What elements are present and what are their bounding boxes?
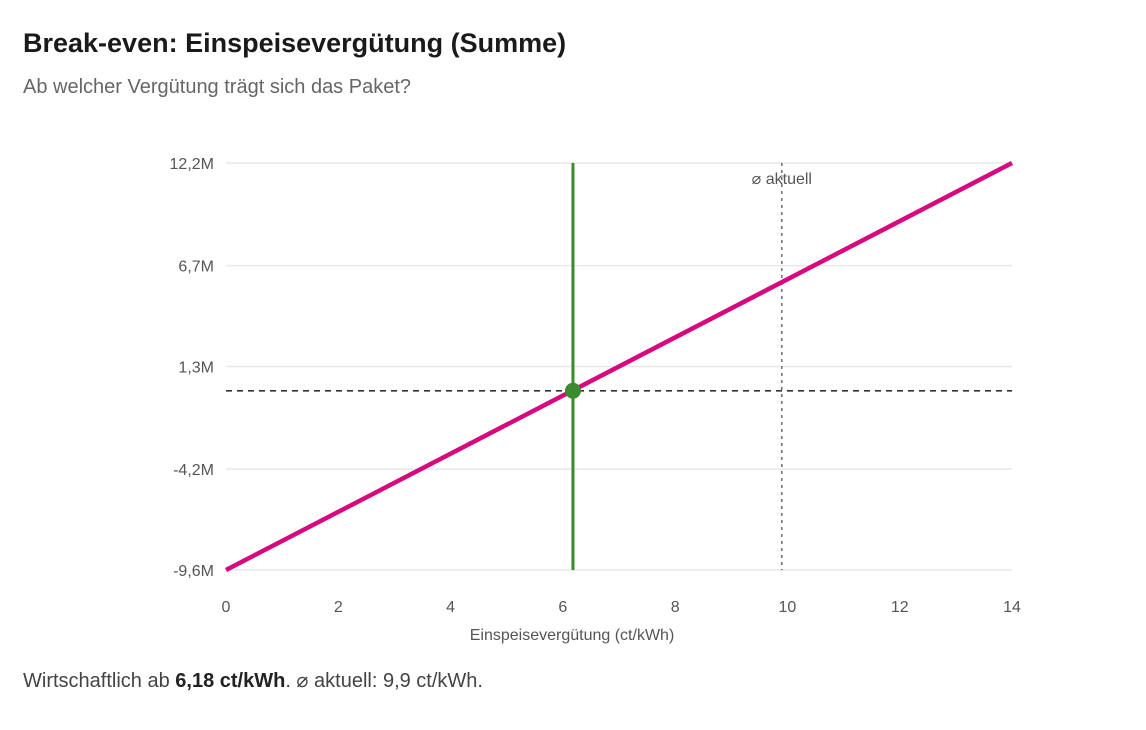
- summary-text: Wirtschaftlich ab 6,18 ct/kWh. ⌀ aktuell…: [23, 668, 483, 693]
- summary-prefix: Wirtschaftlich ab: [23, 670, 176, 692]
- series-line: [224, 161, 1014, 572]
- series-layer: [224, 161, 1014, 572]
- breakeven-point: [564, 382, 581, 399]
- grid-layer: [226, 162, 1012, 571]
- y-tick-label: 6,7M: [178, 259, 214, 276]
- x-axis-title: Einspeisevergütung (ct/kWh): [470, 627, 675, 644]
- x-tick-label: 14: [1003, 599, 1021, 616]
- chart-title: Break-even: Einspeisevergütung (Summe): [23, 28, 567, 58]
- summary-breakeven-value: 6,18 ct/kWh: [175, 670, 286, 692]
- x-tick-label: 10: [779, 599, 797, 616]
- tick-labels: -9,6M -4,2M 1,3M 6,7M 12,2M 0 2 4 6 8 10 12 14: [170, 156, 1021, 616]
- x-tick-label: 4: [446, 599, 455, 616]
- x-tick-label: 8: [671, 599, 680, 616]
- reference-lines: ⌀ aktuell: [226, 163, 1012, 570]
- y-tick-label: 1,3M: [178, 360, 214, 377]
- x-tick-label: 12: [891, 599, 909, 616]
- current-average-label: ⌀ aktuell: [752, 171, 812, 188]
- x-tick-label: 6: [558, 599, 567, 616]
- y-tick-label: -4,2M: [173, 462, 214, 479]
- break-even-chart: ⌀ aktuell -9,6M -4,2M 1,3M 6,7M 12,2M 0 2 4 6 8 10…: [170, 156, 1021, 644]
- summary-suffix: . ⌀ aktuell: 9,9 ct/kWh.: [285, 670, 483, 692]
- x-tick-label: 2: [334, 599, 343, 616]
- x-tick-label: 0: [222, 599, 231, 616]
- y-tick-label: -9,6M: [173, 563, 214, 580]
- chart-subtitle: Ab welcher Vergütung trägt sich das Pake…: [23, 76, 412, 98]
- y-tick-label: 12,2M: [170, 156, 214, 173]
